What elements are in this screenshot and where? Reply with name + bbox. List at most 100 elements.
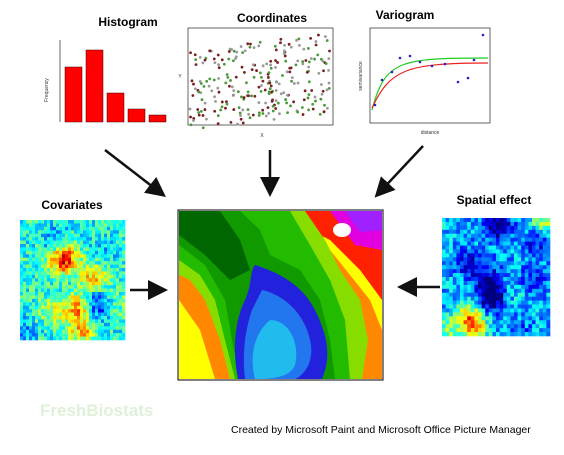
texture [68,230,72,235]
texture [517,273,522,278]
texture [41,230,45,235]
texture [110,226,114,231]
texture [301,113,305,116]
texture [470,269,475,274]
texture [510,265,515,270]
texture [20,333,24,337]
texture [47,254,51,259]
texture [83,247,87,252]
texture [77,264,81,269]
texture [92,322,96,327]
texture [89,257,93,262]
texture [59,326,63,331]
texture [478,273,482,278]
texture [71,288,75,293]
texture [35,226,39,231]
texture [506,292,511,297]
texture [116,305,120,310]
texture [41,336,45,341]
texture [110,230,114,235]
texture [95,329,99,334]
texture [68,285,72,289]
texture [38,220,42,224]
texture [485,304,490,309]
texture [452,257,457,262]
texture [29,329,33,334]
texture [485,308,490,313]
texture [62,237,66,241]
texture [89,298,93,303]
texture [77,278,81,283]
texture [53,326,57,331]
texture [41,285,45,289]
texture [35,336,39,341]
texture [474,273,479,278]
texture [20,247,24,252]
texture [113,254,117,259]
texture [268,81,272,85]
texture [47,257,51,262]
texture [83,298,87,303]
texture [232,108,236,111]
texture [499,233,504,238]
texture [463,328,468,333]
texture [474,284,479,290]
texture [499,245,504,250]
texture [524,273,529,278]
texture [77,319,81,324]
texture [220,58,224,62]
texture [445,225,450,231]
texture [95,333,99,337]
texture [74,274,78,279]
texture [122,223,126,228]
texture [50,247,54,252]
texture [539,257,544,262]
texture [456,292,461,297]
texture [478,292,482,297]
texture [122,278,126,283]
texture [481,245,486,250]
texture [532,218,536,223]
texture [89,226,93,231]
texture [104,295,108,300]
texture [107,336,111,341]
texture [456,225,461,231]
texture [122,240,126,245]
texture [47,223,51,228]
texture [213,61,217,65]
texture [113,223,117,228]
texture [442,304,446,309]
texture [470,253,475,258]
texture [26,233,30,238]
texture [95,271,99,276]
texture [532,269,536,274]
texture [463,324,468,329]
texture [44,336,48,341]
texture [307,60,311,64]
texture [521,320,526,325]
texture [44,309,48,313]
texture [29,268,33,272]
texture [65,312,69,317]
texture [122,322,126,327]
texture [20,322,24,327]
texture [496,233,500,238]
texture [316,53,320,57]
texture [59,312,63,317]
texture [478,249,482,254]
texture [539,332,544,337]
texture [32,319,36,324]
texture [278,112,281,116]
texture [470,304,475,309]
texture [452,280,457,286]
texture [32,322,36,327]
texture [510,292,515,297]
texture [492,324,497,329]
texture [68,292,72,296]
texture [44,295,48,300]
texture [514,284,518,290]
texture [119,254,123,259]
texture [113,312,117,317]
texture [71,240,75,245]
texture [456,265,461,270]
